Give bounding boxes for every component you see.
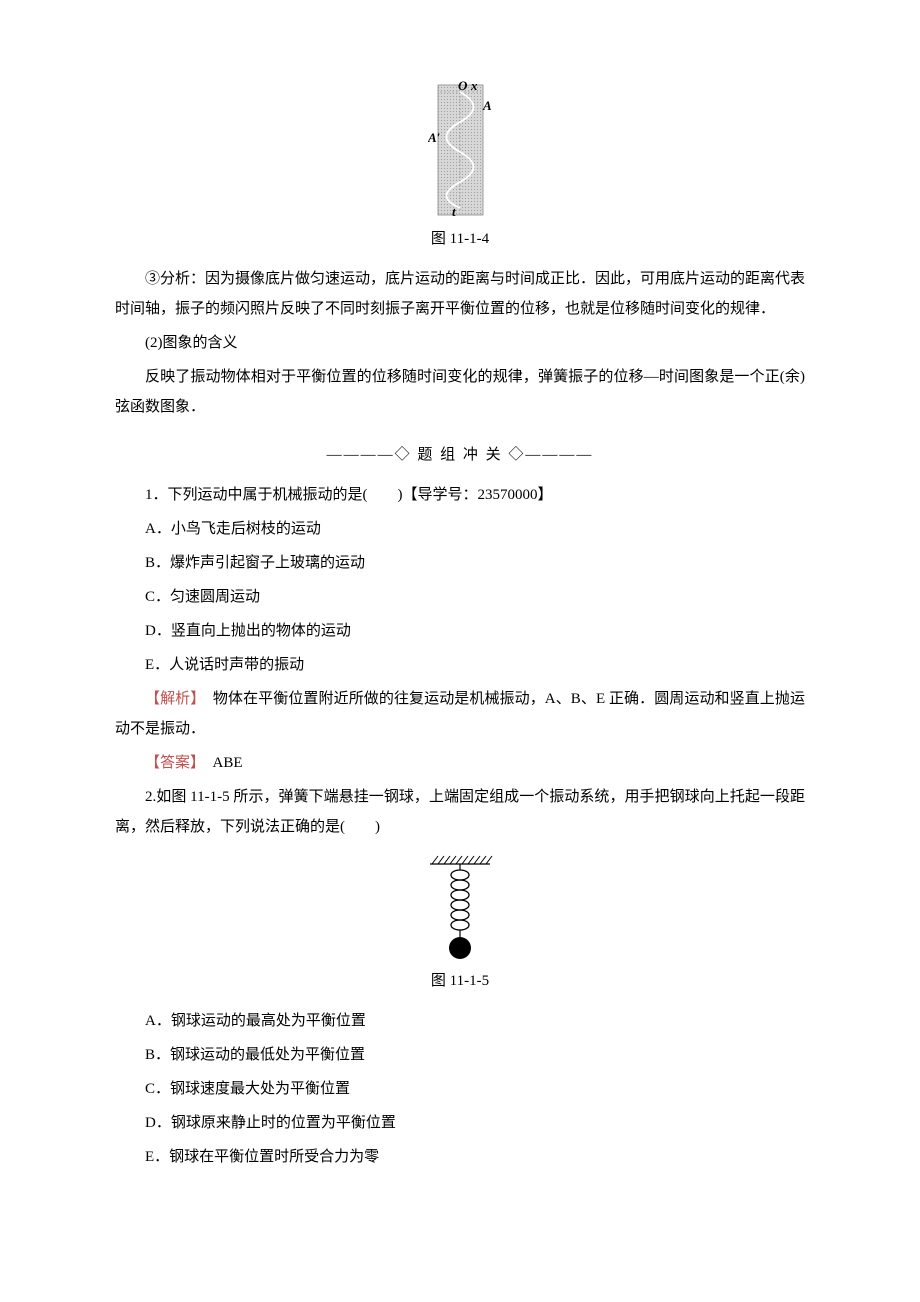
figure-1-caption: 图 11-1-4 xyxy=(115,224,805,254)
q1-analysis-text: 物体在平衡位置附近所做的往复运动是机械振动，A、B、E 正确．圆周运动和竖直上抛… xyxy=(115,691,805,737)
q1-answer: 【答案】 ABE xyxy=(115,748,805,778)
q1-option-C: C．匀速圆周运动 xyxy=(115,582,805,612)
figure-2-caption: 图 11-1-5 xyxy=(115,966,805,996)
label-t: t xyxy=(452,204,456,219)
q2-option-A: A．钢球运动的最高处为平衡位置 xyxy=(115,1006,805,1036)
spring-ball-diagram xyxy=(410,852,510,962)
paragraph-meaning-text: 反映了振动物体相对于平衡位置的位移随时间变化的规律，弹簧振子的位移—时间图象是一… xyxy=(115,362,805,422)
q2-option-C: C．钢球速度最大处为平衡位置 xyxy=(115,1074,805,1104)
figure-1: O x A A′ t 图 11-1-4 xyxy=(115,80,805,254)
analysis-label: 【解析】 xyxy=(145,691,198,707)
q2-stem: 2.如图 11-1-5 所示，弹簧下端悬挂一钢球，上端固定组成一个振动系统，用手… xyxy=(115,782,805,842)
q1-option-D: D．竖直向上抛出的物体的运动 xyxy=(115,616,805,646)
q1-analysis: 【解析】 物体在平衡位置附近所做的往复运动是机械振动，A、B、E 正确．圆周运动… xyxy=(115,684,805,744)
label-O: O xyxy=(458,80,468,93)
section-header: ————◇ 题 组 冲 关 ◇———— xyxy=(115,440,805,470)
figure-2: 图 11-1-5 xyxy=(115,852,805,996)
label-Aprime: A′ xyxy=(428,130,441,145)
paragraph-analysis: ③分析：因为摄像底片做匀速运动，底片运动的距离与时间成正比．因此，可用底片运动的… xyxy=(115,264,805,324)
q2-option-E: E．钢球在平衡位置时所受合力为零 xyxy=(115,1142,805,1172)
answer-label: 【答案】 xyxy=(145,755,198,771)
paragraph-meaning-title: (2)图象的含义 xyxy=(115,328,805,358)
q1-option-E: E．人说话时声带的振动 xyxy=(115,650,805,680)
label-A: A xyxy=(482,98,492,113)
label-x: x xyxy=(470,80,478,93)
oscillation-diagram: O x A A′ t xyxy=(428,80,493,220)
q1-option-B: B．爆炸声引起窗子上玻璃的运动 xyxy=(115,548,805,578)
q1-option-A: A．小鸟飞走后树枝的运动 xyxy=(115,514,805,544)
q1-answer-text: ABE xyxy=(198,755,243,771)
q2-option-B: B．钢球运动的最低处为平衡位置 xyxy=(115,1040,805,1070)
q2-option-D: D．钢球原来静止时的位置为平衡位置 xyxy=(115,1108,805,1138)
q1-stem: 1．下列运动中属于机械振动的是( )【导学号：23570000】 xyxy=(115,480,805,510)
